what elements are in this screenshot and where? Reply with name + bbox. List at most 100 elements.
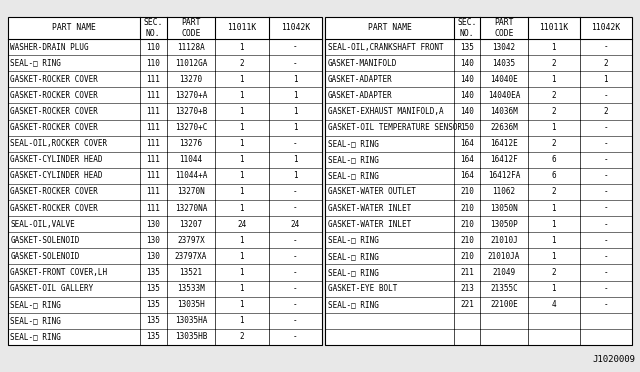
Text: 13270+A: 13270+A [175, 91, 207, 100]
Text: 135: 135 [147, 333, 160, 341]
Text: 2: 2 [552, 268, 556, 277]
Text: 150: 150 [460, 123, 474, 132]
Text: -: - [293, 268, 298, 277]
Text: SEAL-□ RING: SEAL-□ RING [328, 139, 378, 148]
Text: 210: 210 [460, 236, 474, 245]
Text: -: - [293, 333, 298, 341]
Text: PART
CODE: PART CODE [494, 18, 513, 38]
Text: 1: 1 [604, 75, 608, 84]
Text: -: - [293, 316, 298, 326]
Text: 130: 130 [147, 252, 160, 261]
Text: GASKET-OIL GALLERY: GASKET-OIL GALLERY [10, 284, 93, 293]
Text: GASKET-WATER OUTLET: GASKET-WATER OUTLET [328, 187, 415, 196]
Text: 14040E: 14040E [490, 75, 518, 84]
Text: -: - [293, 284, 298, 293]
Text: -: - [604, 91, 608, 100]
Text: 11011K: 11011K [227, 23, 257, 32]
Text: 1: 1 [552, 123, 556, 132]
Text: J1020009: J1020009 [592, 355, 635, 364]
Text: GASKET-EYE BOLT: GASKET-EYE BOLT [328, 284, 397, 293]
Text: 2: 2 [552, 139, 556, 148]
Text: -: - [604, 187, 608, 196]
Text: -: - [604, 284, 608, 293]
Text: -: - [604, 123, 608, 132]
Text: 6: 6 [552, 155, 556, 164]
Text: SEAL-□ RING: SEAL-□ RING [10, 59, 61, 68]
Text: SEAL-□ RING: SEAL-□ RING [328, 155, 378, 164]
Text: 11042K: 11042K [591, 23, 621, 32]
Text: GASKET-ROCKER COVER: GASKET-ROCKER COVER [10, 123, 99, 132]
Text: -: - [604, 252, 608, 261]
Text: 2: 2 [552, 107, 556, 116]
Text: 1: 1 [239, 187, 244, 196]
Bar [8, 17, 322, 345]
Text: 1: 1 [552, 252, 556, 261]
Text: -: - [293, 203, 298, 213]
Text: -: - [293, 59, 298, 68]
Text: -: - [293, 187, 298, 196]
Text: GASKET-ADAPTER: GASKET-ADAPTER [328, 75, 392, 84]
Text: 1: 1 [239, 75, 244, 84]
Text: 210: 210 [460, 220, 474, 229]
Text: 21355C: 21355C [490, 284, 518, 293]
Text: 130: 130 [147, 236, 160, 245]
Text: SEC.
NO.: SEC. NO. [143, 18, 163, 38]
Text: 14036M: 14036M [490, 107, 518, 116]
Text: 13050N: 13050N [490, 203, 518, 213]
Text: 16412E: 16412E [490, 139, 518, 148]
Text: 13035HA: 13035HA [175, 316, 207, 326]
Text: 2: 2 [604, 107, 608, 116]
Bar [325, 17, 632, 345]
Text: SEAL-OIL,VALVE: SEAL-OIL,VALVE [10, 220, 76, 229]
Text: SEAL-□ RING: SEAL-□ RING [10, 333, 61, 341]
Text: 164: 164 [460, 155, 474, 164]
Text: GASKET-CYLINDER HEAD: GASKET-CYLINDER HEAD [10, 155, 103, 164]
Text: 13533M: 13533M [177, 284, 205, 293]
Text: -: - [604, 42, 608, 52]
Text: 4: 4 [552, 300, 556, 309]
Text: 13276: 13276 [179, 139, 202, 148]
Text: 1: 1 [293, 123, 298, 132]
Text: 2: 2 [552, 59, 556, 68]
Text: 213: 213 [460, 284, 474, 293]
Text: 14040EA: 14040EA [488, 91, 520, 100]
Text: 13270+B: 13270+B [175, 107, 207, 116]
Text: 1: 1 [552, 42, 556, 52]
Text: 210: 210 [460, 252, 474, 261]
Text: 13270: 13270 [179, 75, 202, 84]
Text: 1: 1 [239, 203, 244, 213]
Text: 140: 140 [460, 107, 474, 116]
Text: -: - [604, 300, 608, 309]
Text: 1: 1 [552, 220, 556, 229]
Text: 2: 2 [239, 333, 244, 341]
Text: GASKET-ROCKER COVER: GASKET-ROCKER COVER [10, 91, 99, 100]
Text: PART NAME: PART NAME [367, 23, 412, 32]
Text: 111: 111 [147, 75, 160, 84]
Text: 221: 221 [460, 300, 474, 309]
Text: 1: 1 [239, 139, 244, 148]
Text: 110: 110 [147, 42, 160, 52]
Text: GASKET-SOLENOID: GASKET-SOLENOID [10, 236, 80, 245]
Text: 1: 1 [239, 123, 244, 132]
Text: GASKET-ROCKER COVER: GASKET-ROCKER COVER [10, 187, 99, 196]
Text: SEAL-OIL,ROCKER COVER: SEAL-OIL,ROCKER COVER [10, 139, 108, 148]
Text: 1: 1 [293, 171, 298, 180]
Text: 11044: 11044 [179, 155, 202, 164]
Text: 13207: 13207 [179, 220, 202, 229]
Text: GASKET-CYLINDER HEAD: GASKET-CYLINDER HEAD [10, 171, 103, 180]
Text: GASKET-ROCKER COVER: GASKET-ROCKER COVER [10, 203, 99, 213]
Text: 2: 2 [552, 91, 556, 100]
Text: 14035: 14035 [492, 59, 515, 68]
Text: 140: 140 [460, 91, 474, 100]
Text: GASKET-WATER INLET: GASKET-WATER INLET [328, 203, 411, 213]
Text: 1: 1 [239, 284, 244, 293]
Text: 1: 1 [239, 316, 244, 326]
Text: GASKET-ADAPTER: GASKET-ADAPTER [328, 91, 392, 100]
Text: 111: 111 [147, 123, 160, 132]
Text: 13521: 13521 [179, 268, 202, 277]
Text: -: - [293, 252, 298, 261]
Text: 1: 1 [239, 236, 244, 245]
Text: 140: 140 [460, 75, 474, 84]
Text: GASKET-OIL TEMPERATURE SENSOR: GASKET-OIL TEMPERATURE SENSOR [328, 123, 461, 132]
Text: 22100E: 22100E [490, 300, 518, 309]
